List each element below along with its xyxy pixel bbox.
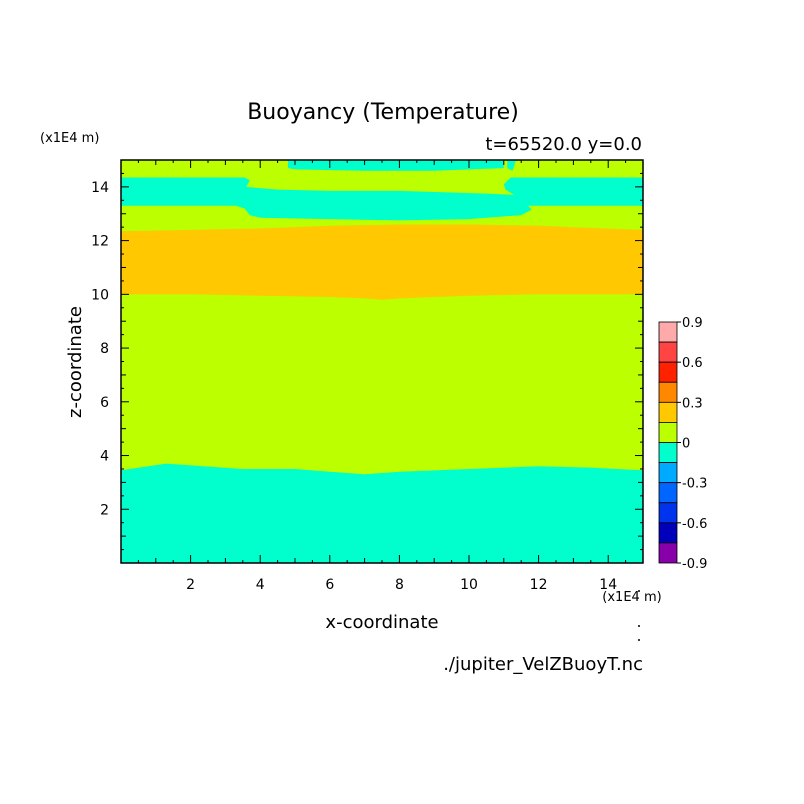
top-left-green-notch — [256, 160, 288, 169]
x-tick-label: 12 — [530, 577, 548, 593]
colorbar-swatch — [658, 442, 678, 463]
upper-cyan-band — [121, 177, 643, 221]
colorbar-swatch — [658, 422, 678, 443]
y-tick-label: 4 — [100, 449, 109, 465]
marker-dot — [638, 590, 640, 592]
y-tick-label: 6 — [100, 395, 109, 411]
colorbar-tick-label: 0.6 — [682, 356, 703, 371]
y-tick-label: 2 — [100, 502, 109, 518]
chart-title: Buoyancy (Temperature) — [247, 100, 519, 125]
colorbar-swatch — [658, 361, 678, 383]
x-axis-label: x-coordinate — [325, 612, 438, 633]
x-tick-label: 6 — [325, 577, 334, 593]
y-axis-label: z-coordinate — [65, 306, 86, 418]
colorbar-tick-label: -0.3 — [682, 477, 707, 492]
plot-area — [120, 159, 644, 564]
colorbar-tick-label: -0.9 — [682, 557, 707, 572]
x-tick-label: 14 — [599, 577, 617, 593]
y-unit-label: (x1E4 m) — [40, 131, 99, 146]
x-tick-label: 2 — [186, 577, 195, 593]
colorbar-tick-label: 0.9 — [682, 316, 703, 331]
colorbar-tick-label: -0.6 — [682, 517, 707, 532]
y-axis-ticks: 2 4 6 8 10 12 14 — [91, 159, 643, 564]
warm-band — [121, 224, 643, 300]
colorbar-swatch — [658, 502, 678, 524]
colorbar-legend: 0.9 0.6 0.3 0 -0.3 -0.6 -0.9 — [658, 316, 707, 572]
chart-subtitle: t=65520.0 y=0.0 — [485, 134, 642, 155]
marker-dot — [638, 639, 640, 641]
x-tick-label: 10 — [460, 577, 478, 593]
dataset-filename: ./jupiter_VelZBuoyT.nc — [443, 654, 643, 675]
marker-dot — [638, 625, 640, 627]
colorbar-swatch — [658, 401, 678, 423]
lower-cyan-layer — [121, 463, 643, 563]
top-right-cyan-notch — [507, 160, 516, 171]
colorbar-swatch — [658, 522, 678, 544]
colorbar-swatch — [658, 542, 678, 564]
x-unit-label: (x1E4 m) — [602, 590, 661, 605]
y-tick-label: 12 — [91, 234, 109, 250]
top-cyan-cap — [288, 160, 504, 171]
x-axis-ticks: 2 4 6 8 10 12 14 — [120, 160, 644, 641]
colorbar-swatch — [658, 341, 678, 363]
colorbar-swatch — [658, 482, 678, 504]
colorbar-swatch — [658, 381, 678, 403]
x-tick-label: 8 — [395, 577, 404, 593]
colorbar-tick-label: 0 — [682, 437, 690, 452]
colorbar-tick-label: 0.3 — [682, 396, 703, 411]
x-tick-label: 4 — [256, 577, 265, 593]
y-tick-label: 8 — [100, 341, 109, 357]
colorbar-swatch — [658, 321, 678, 343]
y-tick-label: 14 — [91, 180, 109, 196]
colorbar-swatch — [658, 462, 678, 484]
y-tick-label: 10 — [91, 287, 109, 303]
